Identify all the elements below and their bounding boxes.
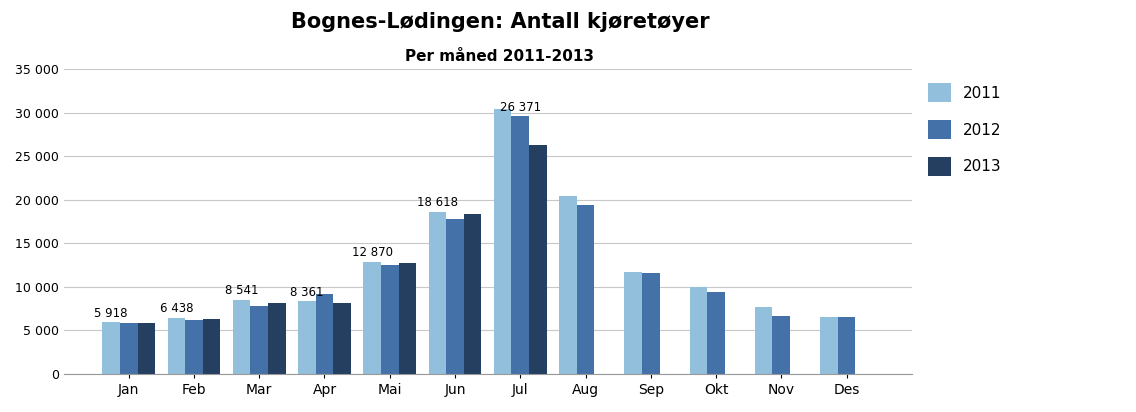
- Bar: [381, 265, 399, 374]
- Bar: [316, 294, 333, 374]
- Bar: [428, 212, 446, 374]
- Text: 8 361: 8 361: [290, 286, 324, 299]
- Text: 5 918: 5 918: [94, 307, 128, 320]
- Text: Per måned 2011-2013: Per måned 2011-2013: [406, 49, 594, 64]
- Bar: [772, 316, 791, 374]
- Bar: [559, 197, 577, 374]
- Bar: [250, 306, 268, 374]
- Bar: [202, 319, 220, 374]
- Bar: [529, 145, 546, 374]
- Bar: [102, 323, 120, 374]
- Text: 12 870: 12 870: [352, 246, 393, 260]
- Text: 6 438: 6 438: [159, 302, 193, 315]
- Bar: [233, 300, 250, 374]
- Legend: 2011, 2012, 2013: 2011, 2012, 2013: [928, 83, 1002, 176]
- Bar: [399, 263, 416, 374]
- Bar: [167, 318, 185, 374]
- Bar: [446, 219, 463, 374]
- Bar: [690, 287, 708, 374]
- Bar: [298, 301, 316, 374]
- Bar: [463, 214, 482, 374]
- Bar: [120, 323, 137, 374]
- Bar: [708, 292, 725, 374]
- Bar: [511, 117, 529, 374]
- Bar: [364, 262, 381, 374]
- Bar: [642, 273, 660, 374]
- Text: 18 618: 18 618: [417, 197, 458, 209]
- Bar: [625, 272, 642, 374]
- Bar: [333, 304, 351, 374]
- Bar: [754, 307, 772, 374]
- Bar: [837, 317, 855, 374]
- Bar: [494, 109, 511, 374]
- Bar: [185, 320, 202, 374]
- Bar: [820, 316, 837, 374]
- Text: 26 371: 26 371: [500, 101, 541, 114]
- Text: Bognes-Lødingen: Antall kjøretøyer: Bognes-Lødingen: Antall kjøretøyer: [291, 12, 709, 33]
- Bar: [268, 303, 285, 374]
- Bar: [577, 205, 594, 374]
- Text: 8 541: 8 541: [225, 284, 258, 297]
- Bar: [137, 323, 156, 374]
